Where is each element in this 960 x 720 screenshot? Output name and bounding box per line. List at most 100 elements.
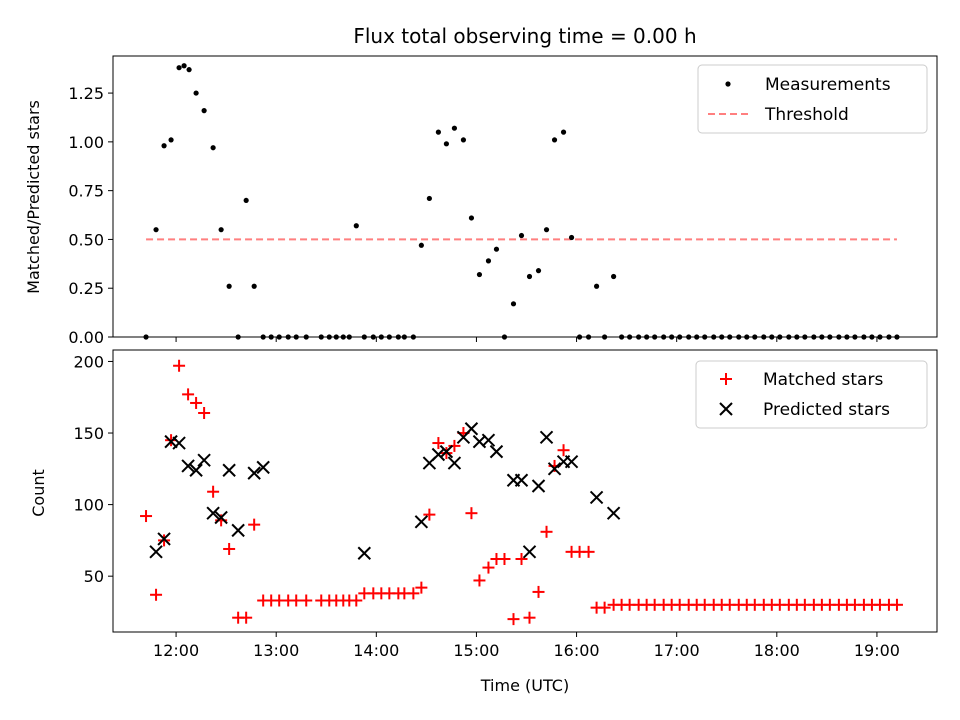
- legend-label-matched: Matched stars: [763, 370, 883, 390]
- matched-star-point: [248, 518, 261, 531]
- predicted-star-point: [149, 545, 163, 559]
- matched-star-point: [407, 587, 420, 600]
- measurement-point: [543, 227, 550, 233]
- measurement-point: [353, 223, 359, 229]
- x-tick-label: 19:00: [854, 641, 900, 660]
- matched-star-point: [440, 447, 453, 460]
- predicted-star-point: [222, 463, 236, 477]
- measurement-point: [526, 273, 533, 280]
- predicted-star-point: [606, 506, 621, 520]
- predicted-star-point: [439, 444, 454, 459]
- predicted-star-point: [157, 532, 171, 546]
- matched-star-point: [448, 439, 461, 452]
- predicted-star-point: [256, 460, 270, 475]
- matched-star-point: [890, 598, 903, 611]
- x-tick-label: 12:00: [153, 641, 199, 660]
- chart-title: Flux total observing time = 0.00 h: [353, 24, 696, 48]
- matched-star-point: [198, 406, 211, 419]
- predicted-star-point: [172, 436, 186, 450]
- bottom-y-tick-label: 150: [73, 424, 104, 443]
- predicted-star-point: [357, 546, 372, 560]
- predicted-star-point: [231, 523, 245, 538]
- x-tick-label: 15:00: [453, 641, 499, 660]
- measurement-point: [426, 195, 432, 202]
- matched-star-point: [207, 485, 220, 498]
- x-tick-label: 18:00: [754, 641, 800, 660]
- x-tick-label: 17:00: [654, 641, 700, 660]
- predicted-star-point: [414, 515, 429, 529]
- top-legend-box: [697, 64, 928, 134]
- measurement-point: [218, 227, 224, 233]
- bottom-marks: [140, 359, 903, 626]
- measurement-point: [460, 137, 467, 143]
- measurement-point: [485, 258, 492, 264]
- bottom-x-axis: 12:00 13:00 14:00 15:00 16:00 17:00 18:00 19:00: [153, 632, 900, 660]
- legend-label-threshold: Threshold: [764, 105, 849, 125]
- predicted-star-point: [514, 473, 529, 487]
- measurement-point: [418, 242, 424, 248]
- measurement-point: [476, 271, 483, 278]
- measurement-point: [493, 246, 500, 252]
- x-axis-label: Time (UTC): [480, 676, 569, 695]
- matched-star-point: [182, 388, 195, 401]
- predicted-star-point: [206, 506, 220, 520]
- measurement-point: [510, 301, 517, 307]
- measurement-point: [243, 197, 249, 204]
- predicted-star-point: [189, 463, 203, 477]
- legend-marker-predicted: [719, 402, 733, 416]
- top-panel: 0.00 0.25 0.50 0.75 1.00 1.25 Matched/Predict…: [24, 55, 938, 347]
- bottom-y-tick-label: 50: [84, 567, 104, 586]
- matched-star-point: [150, 588, 163, 601]
- predicted-star-point: [464, 422, 479, 436]
- predicted-star-point: [431, 447, 446, 462]
- measurement-point: [201, 108, 207, 114]
- predicted-star-point: [247, 466, 261, 480]
- bottom-axes-frame: [112, 349, 938, 633]
- measurement-point: [568, 234, 575, 241]
- matched-star-point: [515, 552, 528, 565]
- measurement-point: [176, 65, 182, 71]
- bottom-y-axis-label: Count: [29, 469, 48, 517]
- bottom-legend-box: [695, 360, 928, 429]
- top-x-ticks: [175, 337, 878, 342]
- legend-label-measurements: Measurements: [765, 75, 891, 95]
- matched-star-point: [507, 613, 520, 626]
- measurement-point: [168, 137, 174, 143]
- measurement-point: [593, 283, 600, 289]
- measurement-point: [435, 129, 441, 135]
- matched-star-point: [300, 594, 313, 607]
- predicted-star-point: [564, 454, 579, 469]
- matched-star-point: [240, 611, 253, 624]
- matched-star-point: [582, 545, 595, 558]
- measurement-point: [551, 137, 558, 143]
- matched-star-point: [190, 396, 203, 409]
- x-tick-label: 14:00: [353, 641, 399, 660]
- predicted-star-point: [489, 444, 504, 459]
- legend-marker-matched: [720, 373, 732, 385]
- bottom-y-tick-label: 200: [73, 352, 104, 371]
- predicted-star-point: [531, 479, 546, 493]
- predicted-star-point: [481, 433, 496, 447]
- matched-star-point: [532, 585, 545, 598]
- measurement-point: [181, 63, 187, 69]
- measurement-point: [560, 129, 567, 135]
- measurement-point: [518, 232, 525, 239]
- predicted-star-point: [589, 490, 604, 505]
- top-y-tick-label: 0.50: [68, 230, 104, 249]
- measurement-point: [251, 283, 257, 289]
- matched-star-point: [140, 510, 153, 523]
- predicted-star-point: [181, 459, 195, 473]
- measurement-point: [611, 273, 617, 280]
- legend-marker-measurements: [725, 81, 731, 87]
- matched-star-point: [598, 601, 611, 614]
- matched-star-point: [465, 507, 478, 520]
- matched-star-point: [173, 359, 186, 372]
- predicted-star-point: [214, 510, 228, 525]
- predicted-star-point: [547, 462, 562, 476]
- matched-star-point: [482, 561, 495, 574]
- predicted-star-point: [164, 434, 178, 449]
- top-y-axis: 0.00 0.25 0.50 0.75 1.00 1.25: [68, 84, 113, 347]
- matched-star-point: [423, 508, 436, 521]
- matched-star-point: [473, 574, 486, 587]
